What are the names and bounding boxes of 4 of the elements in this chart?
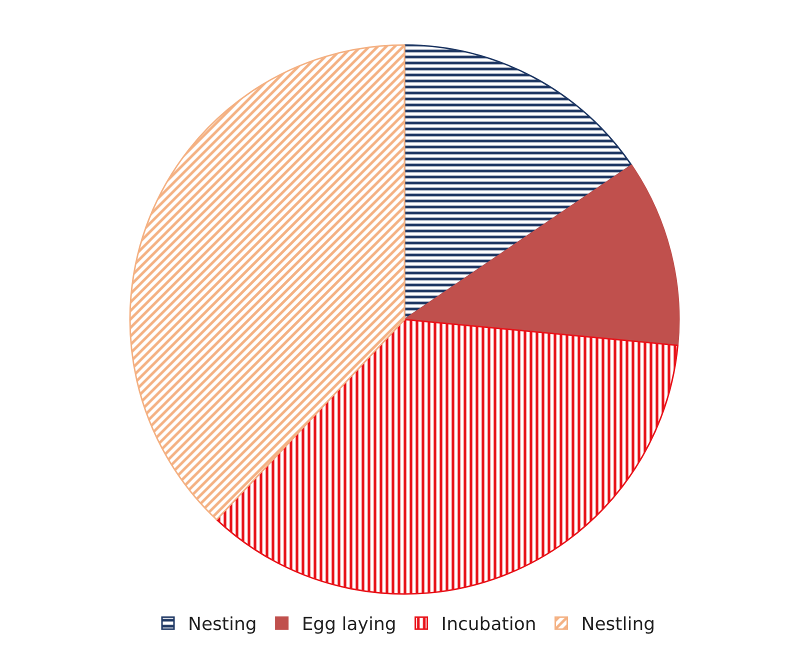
- legend-label: Incubation: [441, 614, 536, 636]
- legend-label: Nesting: [188, 614, 257, 636]
- legend-label: Nestling: [581, 614, 656, 636]
- legend-label: Egg laying: [302, 614, 396, 636]
